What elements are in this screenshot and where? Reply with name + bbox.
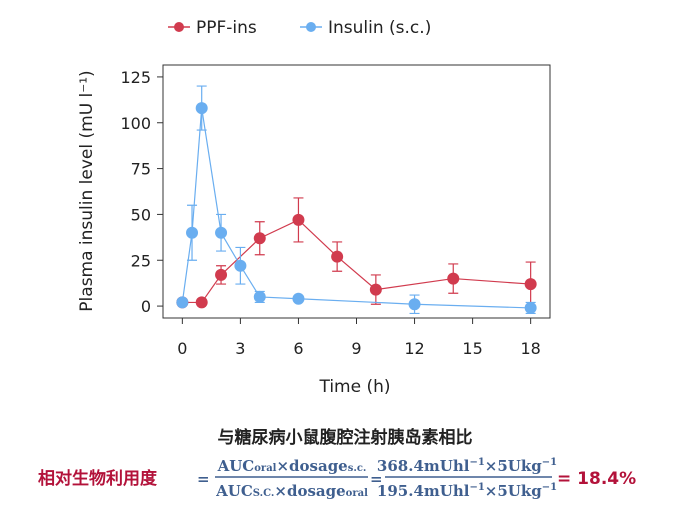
y-tick-label: 50 <box>131 205 151 224</box>
legend-marker <box>174 22 184 32</box>
x-tick-label: 0 <box>177 339 187 358</box>
text: 195.4mUhl <box>377 482 470 500</box>
caption: 与糖尿病小鼠腹腔注射胰岛素相比 <box>218 427 473 448</box>
data-point <box>408 298 421 311</box>
text: 368.4mUhl <box>377 457 470 475</box>
denominator: AUCS.C.×dosageoral <box>215 482 368 500</box>
superscript: −1 <box>469 457 484 468</box>
subscript: S.C. <box>253 488 275 499</box>
x-tick-label: 15 <box>462 339 482 358</box>
text: ×dosage <box>276 457 347 475</box>
subscript: oral <box>346 488 368 499</box>
y-tick-label: 75 <box>131 160 151 179</box>
equals: = <box>370 470 383 488</box>
data-point <box>234 259 247 272</box>
data-point <box>253 290 266 303</box>
superscript: −1 <box>542 482 557 493</box>
superscript: −1 <box>469 482 484 493</box>
data-point <box>176 296 189 309</box>
result: = 18.4% <box>557 469 636 489</box>
series-line <box>182 219 531 304</box>
legend-label: PPF-ins <box>196 18 257 38</box>
numerator: AUCoral×dosages.c. <box>217 457 367 475</box>
x-tick-label: 3 <box>235 339 245 358</box>
data-point <box>215 268 228 281</box>
y-tick-label: 100 <box>120 114 151 133</box>
series-line <box>181 107 531 309</box>
superscript: −1 <box>542 457 557 468</box>
y-axis-label: Plasma insulin level (mU l⁻¹) <box>77 70 97 311</box>
data-point <box>331 250 344 263</box>
data-point <box>253 232 266 245</box>
data-point <box>186 226 199 239</box>
data-point <box>524 278 537 291</box>
denominator: 195.4mUhl−1×5Ukg−1 <box>377 482 557 500</box>
data-point <box>292 213 305 226</box>
text: ×dosage <box>274 482 345 500</box>
text: ×5Ukg <box>485 457 542 475</box>
x-tick-label: 9 <box>351 339 361 358</box>
y-tick-label: 25 <box>131 251 151 270</box>
x-tick-label: 12 <box>404 339 424 358</box>
numerator: 368.4mUhl−1×5Ukg−1 <box>377 457 557 475</box>
data-point <box>524 301 537 314</box>
data-point <box>195 296 208 309</box>
formula-label: 相对生物利用度 <box>38 468 158 489</box>
legend-marker <box>306 22 316 32</box>
y-tick-label: 0 <box>141 297 151 316</box>
subscript: s.c. <box>348 463 367 474</box>
data-point <box>195 102 208 115</box>
data-point <box>292 292 305 305</box>
y-tick-label: 125 <box>120 68 151 87</box>
text: ×5Ukg <box>485 482 542 500</box>
data-point <box>447 272 460 285</box>
equals: = <box>197 470 210 488</box>
x-tick-label: 6 <box>293 339 303 358</box>
x-axis-label: Time (h) <box>318 377 390 397</box>
legend-label: Insulin (s.c.) <box>328 18 431 38</box>
data-point <box>369 283 382 296</box>
text: AUC <box>217 457 255 475</box>
data-point <box>215 226 228 239</box>
subscript: oral <box>254 463 276 474</box>
x-tick-label: 18 <box>520 339 540 358</box>
text: AUC <box>215 482 253 500</box>
